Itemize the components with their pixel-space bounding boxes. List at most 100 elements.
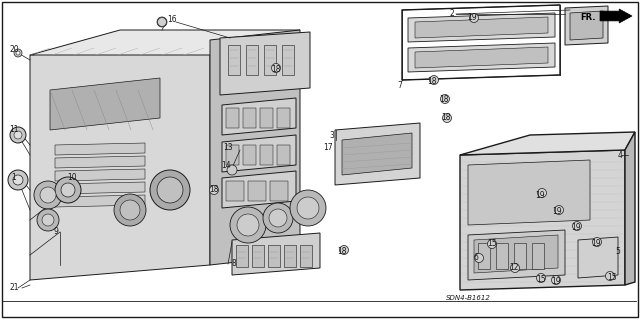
Polygon shape [55, 143, 145, 155]
Polygon shape [220, 32, 310, 95]
Text: 17: 17 [323, 144, 333, 152]
Text: 18: 18 [441, 113, 451, 122]
Bar [228, 45, 240, 75]
Bar [478, 243, 490, 269]
Circle shape [150, 170, 190, 210]
Bar [264, 45, 276, 75]
Circle shape [157, 177, 183, 203]
Text: 19: 19 [571, 224, 581, 233]
Text: 15: 15 [607, 273, 617, 283]
Text: 16: 16 [167, 16, 177, 25]
Text: 6: 6 [474, 254, 479, 263]
Circle shape [227, 165, 237, 175]
Circle shape [230, 207, 266, 243]
Polygon shape [468, 230, 565, 280]
Text: 4: 4 [618, 151, 623, 160]
Polygon shape [460, 150, 625, 290]
Text: 12: 12 [509, 263, 519, 272]
Polygon shape [415, 47, 548, 68]
Text: 19: 19 [551, 278, 561, 286]
Polygon shape [30, 30, 300, 55]
Text: 18: 18 [428, 78, 436, 86]
Circle shape [237, 214, 259, 236]
Text: SDN4-B1612: SDN4-B1612 [445, 295, 490, 301]
Text: 11: 11 [9, 125, 19, 135]
Circle shape [339, 246, 349, 255]
Polygon shape [625, 132, 635, 285]
Bar [514, 243, 526, 269]
Circle shape [37, 209, 59, 231]
Polygon shape [232, 233, 320, 275]
Bar [282, 45, 294, 75]
Circle shape [8, 170, 28, 190]
Circle shape [14, 49, 22, 57]
Bar [260, 145, 273, 165]
Polygon shape [222, 98, 296, 135]
Circle shape [55, 177, 81, 203]
Polygon shape [415, 17, 548, 38]
Polygon shape [55, 195, 145, 207]
Bar [277, 145, 290, 165]
Polygon shape [474, 235, 558, 273]
Text: 5: 5 [616, 248, 620, 256]
Bar [496, 243, 508, 269]
Circle shape [61, 183, 75, 197]
Circle shape [429, 76, 438, 85]
Polygon shape [468, 160, 590, 225]
Text: 9: 9 [54, 227, 58, 236]
Text: 15: 15 [536, 276, 546, 285]
Polygon shape [342, 133, 412, 175]
Polygon shape [50, 78, 160, 130]
Bar [236, 245, 248, 267]
Bar [243, 108, 256, 128]
Text: 21: 21 [9, 284, 19, 293]
Circle shape [271, 63, 280, 72]
Circle shape [488, 240, 497, 249]
Polygon shape [335, 123, 420, 185]
Polygon shape [565, 6, 608, 45]
Bar [260, 108, 273, 128]
Circle shape [605, 271, 614, 280]
Circle shape [470, 13, 479, 23]
Circle shape [42, 214, 54, 226]
Text: 13: 13 [223, 144, 233, 152]
Bar [300, 245, 312, 267]
Bar [248, 181, 266, 201]
Polygon shape [600, 9, 632, 23]
Circle shape [511, 263, 520, 272]
Text: 19: 19 [552, 207, 562, 217]
Polygon shape [55, 156, 145, 168]
Text: 19: 19 [467, 13, 477, 23]
Text: 18: 18 [209, 186, 219, 195]
Circle shape [573, 221, 582, 231]
Circle shape [157, 17, 167, 27]
Circle shape [536, 273, 545, 283]
Circle shape [552, 276, 561, 285]
Text: 20: 20 [9, 46, 19, 55]
Text: 1: 1 [12, 174, 17, 182]
Circle shape [554, 205, 563, 214]
Polygon shape [30, 40, 210, 280]
Polygon shape [210, 30, 300, 265]
Circle shape [440, 94, 449, 103]
Text: 14: 14 [221, 161, 231, 170]
Bar [277, 108, 290, 128]
Circle shape [40, 187, 56, 203]
Circle shape [16, 51, 20, 55]
Text: 19: 19 [591, 240, 601, 249]
Circle shape [209, 186, 218, 195]
Circle shape [269, 209, 287, 227]
Text: 10: 10 [67, 174, 77, 182]
Circle shape [442, 114, 451, 122]
Polygon shape [408, 13, 555, 42]
Circle shape [593, 238, 602, 247]
Polygon shape [460, 132, 635, 155]
Bar [532, 243, 544, 269]
Circle shape [14, 131, 22, 139]
Text: FR.: FR. [580, 12, 596, 21]
Bar [226, 145, 239, 165]
Text: 3: 3 [330, 130, 335, 139]
Circle shape [297, 197, 319, 219]
Circle shape [538, 189, 547, 197]
Bar [270, 181, 288, 201]
